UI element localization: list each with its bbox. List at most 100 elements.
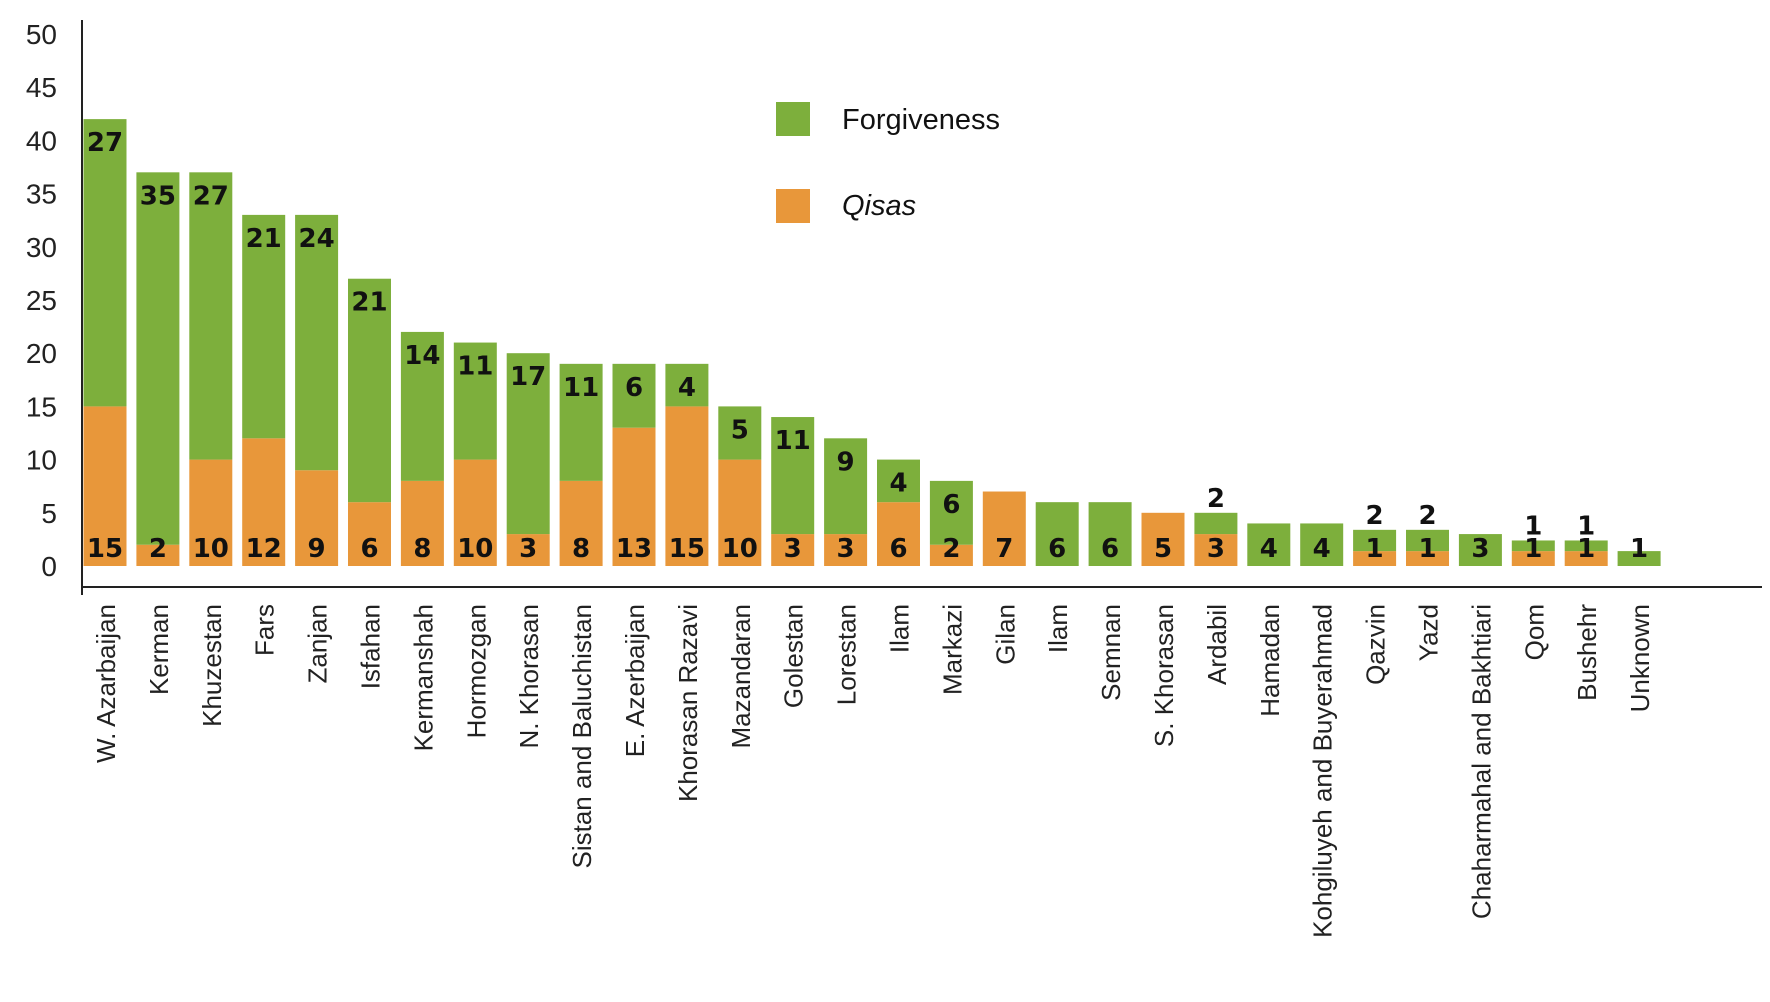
bar-qisas-qom-27 <box>1511 551 1555 566</box>
bar-qisas-kerman-1 <box>136 544 180 566</box>
data-label-forgiveness-markazi-16: 6 <box>942 490 960 520</box>
data-label-forgiveness-isfahan-5: 21 <box>351 288 387 318</box>
data-label-forgiveness-hamadan-22: 4 <box>1260 534 1278 564</box>
data-label-forgiveness-kohgiluyeh-and-buyerahmad-23: 4 <box>1313 534 1331 564</box>
bar-forgiveness-yazd-25 <box>1406 529 1449 552</box>
x-tick-label-qazvin-24: Qazvin <box>1361 604 1391 685</box>
x-tick-label-golestan-13: Golestan <box>779 604 809 708</box>
data-label-qisas-khorasan-razavi-11: 15 <box>669 534 705 564</box>
bar-qisas-golestan-13 <box>771 534 815 566</box>
bar-forgiveness-fars-3 <box>242 214 286 439</box>
x-tick-label-khuzestan-2: Khuzestan <box>197 604 227 727</box>
data-label-qisas-e-azerbaijan-10: 13 <box>616 534 652 564</box>
data-label-forgiveness-hormozgan-7: 11 <box>457 352 493 382</box>
y-tick-label-35: 35 <box>26 179 57 210</box>
bar-forgiveness-kerman-1 <box>136 172 180 545</box>
bar-qisas-n-khorasan-8 <box>506 534 550 566</box>
data-label-qisas-kermanshah-6: 8 <box>413 534 431 564</box>
data-label-forgiveness-qazvin-24: 2 <box>1366 501 1384 531</box>
bar-qisas-ardabil-21 <box>1194 534 1238 566</box>
x-tick-label-khorasan-razavi-11: Khorasan Razavi <box>673 604 703 802</box>
x-tick-label-lorestan-14: Lorestan <box>832 604 862 705</box>
bar-qisas-lorestan-14 <box>824 534 868 566</box>
legend-swatch-qisas <box>776 189 810 223</box>
data-label-qisas-fars-3: 12 <box>246 534 282 564</box>
data-label-forgiveness-yazd-25: 2 <box>1418 501 1436 531</box>
data-labels: 1527235102712219246218141011317811136154… <box>87 128 1648 564</box>
x-tick-label-fars-3: Fars <box>250 604 280 656</box>
legend-label-qisas: Qisas <box>842 190 916 222</box>
bar-qisas-yazd-25 <box>1406 551 1449 566</box>
data-label-qisas-bushehr-28: 1 <box>1577 534 1595 564</box>
bar-qisas-ilam-15 <box>877 502 920 566</box>
x-tick-label-hormozgan-7: Hormozgan <box>461 604 491 738</box>
data-label-qisas-qom-27: 1 <box>1524 534 1542 564</box>
data-label-forgiveness-semnan-19: 6 <box>1101 534 1119 564</box>
data-label-qisas-khuzestan-2: 10 <box>193 534 229 564</box>
x-tick-label-kerman-1: Kerman <box>144 604 174 695</box>
x-tick-label-kohgiluyeh-and-buyerahmad-23: Kohgiluyeh and Buyerahmad <box>1308 604 1338 938</box>
data-label-forgiveness-chaharmahal-and-bakhtiari-26: 3 <box>1471 534 1489 564</box>
y-tick-label-45: 45 <box>26 72 57 103</box>
data-label-forgiveness-w-azarbaijan-0: 27 <box>87 128 123 158</box>
bar-forgiveness-qazvin-24 <box>1353 529 1397 552</box>
x-tick-label-gilan-17: Gilan <box>990 604 1020 665</box>
bar-forgiveness-golestan-13 <box>771 417 815 535</box>
data-label-forgiveness-zanjan-4: 24 <box>299 224 335 254</box>
data-label-forgiveness-unknown-29: 1 <box>1630 534 1648 564</box>
bar-forgiveness-bushehr-28 <box>1564 540 1608 552</box>
data-label-forgiveness-golestan-13: 11 <box>775 426 811 456</box>
bar-qisas-bushehr-28 <box>1564 551 1608 566</box>
bar-forgiveness-khorasan-razavi-11 <box>665 363 709 407</box>
x-tick-label-unknown-29: Unknown <box>1625 604 1655 712</box>
data-label-forgiveness-qom-27: 1 <box>1524 511 1542 541</box>
data-label-forgiveness-n-khorasan-8: 17 <box>510 362 546 392</box>
bar-qisas-isfahan-5 <box>348 502 391 566</box>
bar-forgiveness-unknown-29 <box>1617 551 1661 566</box>
data-label-forgiveness-e-azerbaijan-10: 6 <box>625 373 643 403</box>
data-label-qisas-qazvin-24: 1 <box>1366 534 1384 564</box>
y-tick-labels: 0 5 10 15 20 25 30 35 40 45 50 <box>26 19 57 582</box>
x-tick-label-ardabil-21: Ardabil <box>1202 604 1232 685</box>
legend-label-forgiveness: Forgiveness <box>842 104 1000 136</box>
data-label-qisas-isfahan-5: 6 <box>360 534 378 564</box>
y-tick-label-25: 25 <box>26 285 57 316</box>
data-label-qisas-ilam-15: 6 <box>889 534 907 564</box>
bar-qisas-zanjan-4 <box>295 470 339 566</box>
data-label-qisas-mazandaran-12: 10 <box>722 534 758 564</box>
bar-qisas-e-azerbaijan-10 <box>612 427 656 566</box>
x-tick-label-markazi-16: Markazi <box>937 604 967 695</box>
bar-qisas-khuzestan-2 <box>189 459 233 566</box>
bar-forgiveness-sistan-and-baluchistan-9 <box>559 363 603 481</box>
bar-forgiveness-khuzestan-2 <box>189 172 233 460</box>
data-label-qisas-ardabil-21: 3 <box>1207 534 1225 564</box>
bar-forgiveness-hormozgan-7 <box>453 342 497 460</box>
x-tick-label-zanjan-4: Zanjan <box>303 604 333 684</box>
bar-qisas-qazvin-24 <box>1353 551 1397 566</box>
bar-qisas-w-azarbaijan-0 <box>83 406 127 566</box>
data-label-forgiveness-sistan-and-baluchistan-9: 11 <box>563 373 599 403</box>
x-tick-label-semnan-19: Semnan <box>1096 604 1126 701</box>
bar-qisas-hormozgan-7 <box>453 459 497 566</box>
bar-forgiveness-kohgiluyeh-and-buyerahmad-23 <box>1300 523 1344 566</box>
x-tick-label-qom-27: Qom <box>1519 604 1549 660</box>
data-label-qisas-lorestan-14: 3 <box>837 534 855 564</box>
data-label-qisas-golestan-13: 3 <box>784 534 802 564</box>
bar-qisas-markazi-16 <box>929 544 973 566</box>
y-tick-label-20: 20 <box>26 338 57 369</box>
x-tick-label-ilam-18: Ilam <box>1043 604 1073 653</box>
data-label-forgiveness-kerman-1: 35 <box>140 181 176 211</box>
bar-forgiveness-mazandaran-12 <box>718 406 762 460</box>
y-tick-label-30: 30 <box>26 232 57 263</box>
legend-swatch-forgiveness <box>776 102 810 136</box>
bar-qisas-fars-3 <box>242 438 286 566</box>
y-tick-label-40: 40 <box>26 125 57 156</box>
bar-forgiveness-hamadan-22 <box>1247 523 1291 566</box>
data-label-qisas-hormozgan-7: 10 <box>457 534 493 564</box>
x-tick-label-e-azerbaijan-10: E. Azerbaijan <box>620 604 650 757</box>
data-label-qisas-zanjan-4: 9 <box>308 534 326 564</box>
data-label-qisas-markazi-16: 2 <box>942 534 960 564</box>
data-label-qisas-sistan-and-baluchistan-9: 8 <box>572 534 590 564</box>
bar-qisas-khorasan-razavi-11 <box>665 406 709 566</box>
bar-forgiveness-qom-27 <box>1511 540 1555 552</box>
